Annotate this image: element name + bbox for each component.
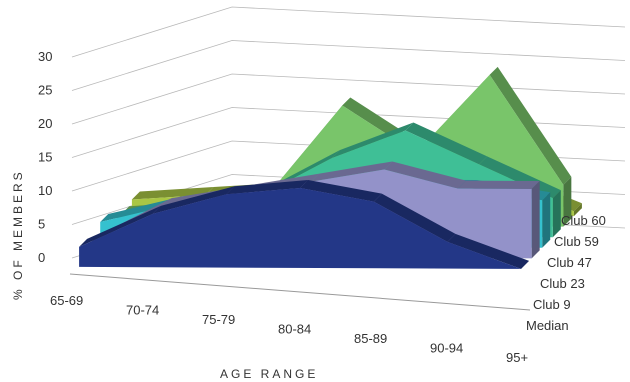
series-ribbons — [79, 66, 582, 269]
y-tick-30: 30 — [38, 49, 52, 64]
x-tick-65-69: 65-69 — [50, 293, 83, 308]
ribbon-top-median-4 — [373, 193, 456, 242]
x-axis-title: AGE RANGE — [220, 367, 318, 381]
ribbon-top-club-60-0 — [131, 186, 214, 200]
y-tick-0: 0 — [38, 250, 45, 265]
gridline-30 — [71, 6, 626, 58]
ribbon-side-club-23 — [542, 192, 551, 248]
series-label-club-60: Club 60 — [561, 213, 606, 228]
series-label-club-47: Club 47 — [547, 255, 592, 270]
y-axis-title: % OF MEMBERS — [11, 169, 25, 300]
x-axis-line — [69, 273, 531, 311]
series-label-club-59: Club 59 — [554, 234, 599, 249]
y-tick-10: 10 — [38, 183, 52, 198]
ribbon-side-club-47 — [552, 190, 561, 238]
floor-axis — [69, 273, 531, 311]
x-tick-85-89: 85-89 — [354, 331, 387, 346]
x-tick-70-74: 70-74 — [126, 303, 159, 318]
series-label-median: Median — [526, 318, 569, 333]
series-label-club-9: Club 9 — [533, 297, 571, 312]
ribbon-top-median-5 — [447, 233, 530, 269]
ribbon-side-club-60 — [573, 203, 582, 217]
ribbon-top-club-59-5 — [489, 66, 572, 185]
ribbon-top-median-3 — [300, 179, 382, 202]
x-tick-95+: 95+ — [506, 350, 528, 365]
ribbon-top-club-9-5 — [457, 180, 540, 190]
series-labels: Median Club 9 Club 23 Club 47 Club 59 Club 60 — [526, 213, 606, 333]
grid — [71, 6, 626, 259]
x-tick-75-79: 75-79 — [202, 312, 235, 327]
ribbon-face-median — [79, 187, 522, 269]
gridline-25 — [71, 40, 626, 91]
x-tick-90-94: 90-94 — [430, 341, 463, 356]
ribbon-top-median-2 — [226, 179, 309, 195]
y-tick-5: 5 — [38, 217, 45, 232]
ribbon-side-club-9 — [531, 181, 540, 259]
ribbon-top-median-0 — [79, 205, 161, 247]
ribbon-top-club-47-5 — [479, 156, 561, 199]
y-tick-25: 25 — [38, 83, 52, 98]
ribbon-top-club-9-3 — [310, 161, 393, 182]
y-tick-20: 20 — [38, 116, 52, 131]
ribbon-side-club-59 — [563, 176, 572, 227]
ribbon-top-club-23-0 — [100, 196, 182, 223]
x-ticks: 65-69 70-74 75-79 80-84 85-89 90-94 95+ — [50, 293, 528, 365]
x-tick-80-84: 80-84 — [278, 322, 311, 337]
ribbon-top-median-1 — [152, 186, 235, 214]
series-median — [79, 179, 530, 269]
y-ticks: 0 5 10 15 20 25 30 — [38, 49, 52, 265]
series-label-club-23: Club 23 — [540, 276, 585, 291]
ribbon-top-club-9-4 — [384, 161, 466, 189]
ribbon-top-club-47-4 — [405, 122, 488, 165]
y-tick-15: 15 — [38, 150, 52, 165]
ribbon-top-club-47-3 — [331, 122, 414, 159]
